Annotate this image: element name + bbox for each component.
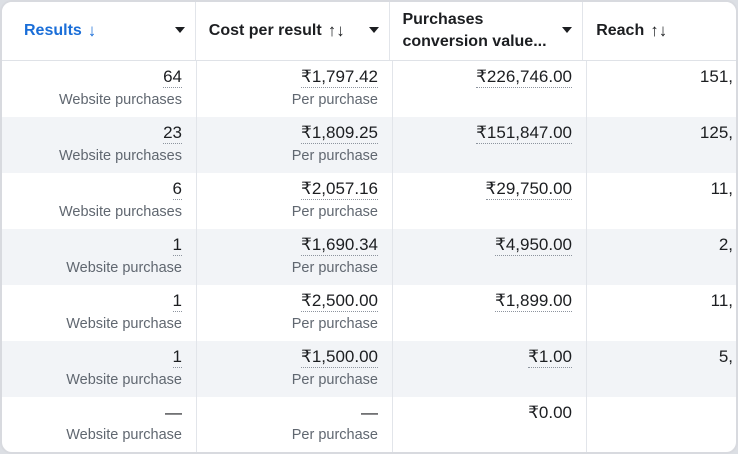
column-header-results[interactable]: Results ↓ bbox=[2, 2, 196, 60]
purchases-value-cell: ₹4,950.00 bbox=[393, 229, 587, 285]
purchases-value-cell: ₹0.00 bbox=[393, 397, 587, 452]
table-row[interactable]: — Website purchase — Per purchase ₹0.00 bbox=[2, 397, 736, 452]
results-subtitle: Website purchase bbox=[66, 372, 182, 388]
table-row[interactable]: 64 Website purchases ₹1,797.42 Per purch… bbox=[2, 61, 736, 117]
results-cell: 1 Website purchase bbox=[2, 285, 197, 341]
cost-per-result-subtitle: Per purchase bbox=[291, 204, 378, 220]
cost-per-result-value[interactable]: ₹1,690.34 bbox=[301, 235, 378, 256]
results-cell: 6 Website purchases bbox=[2, 173, 197, 229]
sort-down-arrow-icon[interactable]: ↓ bbox=[87, 21, 97, 40]
results-cell: — Website purchase bbox=[2, 397, 197, 452]
cost-per-result-cell: — Per purchase bbox=[197, 397, 393, 452]
reach-value: 151, bbox=[699, 67, 733, 86]
reach-cell: 11, bbox=[587, 285, 736, 341]
column-menu-caret-icon[interactable] bbox=[174, 27, 185, 33]
results-subtitle: Website purchases bbox=[58, 148, 182, 164]
table-row[interactable]: 1 Website purchase ₹2,500.00 Per purchas… bbox=[2, 285, 736, 341]
reach-value: 5, bbox=[718, 347, 733, 366]
reach-value: 11, bbox=[710, 179, 733, 198]
table-row[interactable]: 6 Website purchases ₹2,057.16 Per purcha… bbox=[2, 173, 736, 229]
table-body: 64 Website purchases ₹1,797.42 Per purch… bbox=[2, 61, 736, 452]
purchases-value-cell: ₹1.00 bbox=[393, 341, 587, 397]
cost-per-result-cell: ₹1,809.25 Per purchase bbox=[197, 117, 393, 173]
purchases-value-cell: ₹1,899.00 bbox=[393, 285, 587, 341]
results-value[interactable]: 1 bbox=[172, 347, 182, 368]
results-subtitle: Website purchases bbox=[58, 92, 182, 108]
table-header: Results ↓ Cost per result ↑↓ Purchases c… bbox=[2, 2, 736, 61]
column-label: Purchases conversion value... bbox=[402, 9, 546, 53]
table-row[interactable]: 1 Website purchase ₹1,500.00 Per purchas… bbox=[2, 341, 736, 397]
column-menu-caret-icon[interactable] bbox=[369, 27, 380, 33]
purchases-value-cell: ₹226,746.00 bbox=[393, 61, 587, 117]
column-menu-caret-icon[interactable] bbox=[562, 27, 573, 33]
column-header-cost-per-result[interactable]: Cost per result ↑↓ bbox=[196, 2, 391, 60]
cost-per-result-cell: ₹1,797.42 Per purchase bbox=[197, 61, 393, 117]
cost-per-result-value[interactable]: ₹1,809.25 bbox=[301, 123, 378, 144]
reach-cell: 11, bbox=[587, 173, 736, 229]
cost-per-result-value[interactable]: ₹1,500.00 bbox=[301, 347, 378, 368]
cost-per-result-cell: ₹1,690.34 Per purchase bbox=[197, 229, 393, 285]
cost-per-result-cell: ₹2,500.00 Per purchase bbox=[197, 285, 393, 341]
reach-cell: 2, bbox=[587, 229, 736, 285]
cost-per-result-value[interactable]: ₹2,500.00 bbox=[301, 291, 378, 312]
results-subtitle: Website purchase bbox=[66, 316, 182, 332]
purchases-value[interactable]: ₹1,899.00 bbox=[495, 291, 572, 312]
purchases-value[interactable]: ₹29,750.00 bbox=[485, 179, 572, 200]
table-row[interactable]: 1 Website purchase ₹1,690.34 Per purchas… bbox=[2, 229, 736, 285]
results-value[interactable]: 23 bbox=[163, 123, 182, 144]
cost-per-result-subtitle: Per purchase bbox=[291, 148, 378, 164]
results-subtitle: Website purchase bbox=[66, 427, 182, 443]
purchases-value[interactable]: ₹0.00 bbox=[528, 403, 572, 422]
column-header-reach[interactable]: Reach ↑↓ bbox=[583, 2, 736, 60]
results-value[interactable]: — bbox=[165, 403, 182, 422]
cost-per-result-subtitle: Per purchase bbox=[291, 92, 378, 108]
results-value[interactable]: 1 bbox=[172, 235, 182, 256]
results-cell: 1 Website purchase bbox=[2, 229, 197, 285]
cost-per-result-value[interactable]: ₹2,057.16 bbox=[301, 179, 378, 200]
column-header-purchases-conversion-value[interactable]: Purchases conversion value... bbox=[390, 2, 584, 60]
cost-per-result-value[interactable]: ₹1,797.42 bbox=[301, 67, 378, 88]
cost-per-result-subtitle: Per purchase bbox=[291, 316, 378, 332]
results-value[interactable]: 64 bbox=[163, 67, 182, 88]
cost-per-result-subtitle: Per purchase bbox=[291, 260, 378, 276]
reach-cell: 5, bbox=[587, 341, 736, 397]
results-value[interactable]: 6 bbox=[172, 179, 182, 200]
cost-per-result-subtitle: Per purchase bbox=[291, 427, 378, 443]
purchases-value[interactable]: ₹151,847.00 bbox=[476, 123, 572, 144]
results-subtitle: Website purchase bbox=[66, 260, 182, 276]
sort-toggle-icon[interactable]: ↑↓ bbox=[650, 21, 668, 40]
column-label-line1: Purchases bbox=[402, 11, 484, 28]
purchases-value[interactable]: ₹226,746.00 bbox=[476, 67, 572, 88]
results-subtitle: Website purchases bbox=[58, 204, 182, 220]
reach-cell: 151, bbox=[587, 61, 736, 117]
cost-per-result-subtitle: Per purchase bbox=[291, 372, 378, 388]
cost-per-result-cell: ₹1,500.00 Per purchase bbox=[197, 341, 393, 397]
column-label-line2: conversion value... bbox=[402, 33, 547, 50]
purchases-value[interactable]: ₹1.00 bbox=[528, 347, 572, 368]
results-value[interactable]: 1 bbox=[172, 291, 182, 312]
reach-cell: 125, bbox=[587, 117, 736, 173]
cost-per-result-cell: ₹2,057.16 Per purchase bbox=[197, 173, 393, 229]
purchases-value-cell: ₹29,750.00 bbox=[393, 173, 587, 229]
sort-toggle-icon[interactable]: ↑↓ bbox=[327, 21, 345, 40]
reach-value: 11, bbox=[710, 291, 733, 310]
purchases-value-cell: ₹151,847.00 bbox=[393, 117, 587, 173]
cost-per-result-value[interactable]: — bbox=[361, 403, 378, 422]
column-label: Results bbox=[24, 22, 82, 39]
reach-value: 125, bbox=[699, 123, 733, 142]
results-cell: 64 Website purchases bbox=[2, 61, 197, 117]
purchases-value[interactable]: ₹4,950.00 bbox=[495, 235, 572, 256]
table-row[interactable]: 23 Website purchases ₹1,809.25 Per purch… bbox=[2, 117, 736, 173]
results-cell: 23 Website purchases bbox=[2, 117, 197, 173]
reach-value: 2, bbox=[718, 235, 733, 254]
column-label: Cost per result bbox=[208, 22, 322, 39]
column-label: Reach bbox=[596, 22, 645, 39]
reach-cell bbox=[587, 397, 736, 452]
results-cell: 1 Website purchase bbox=[2, 341, 197, 397]
